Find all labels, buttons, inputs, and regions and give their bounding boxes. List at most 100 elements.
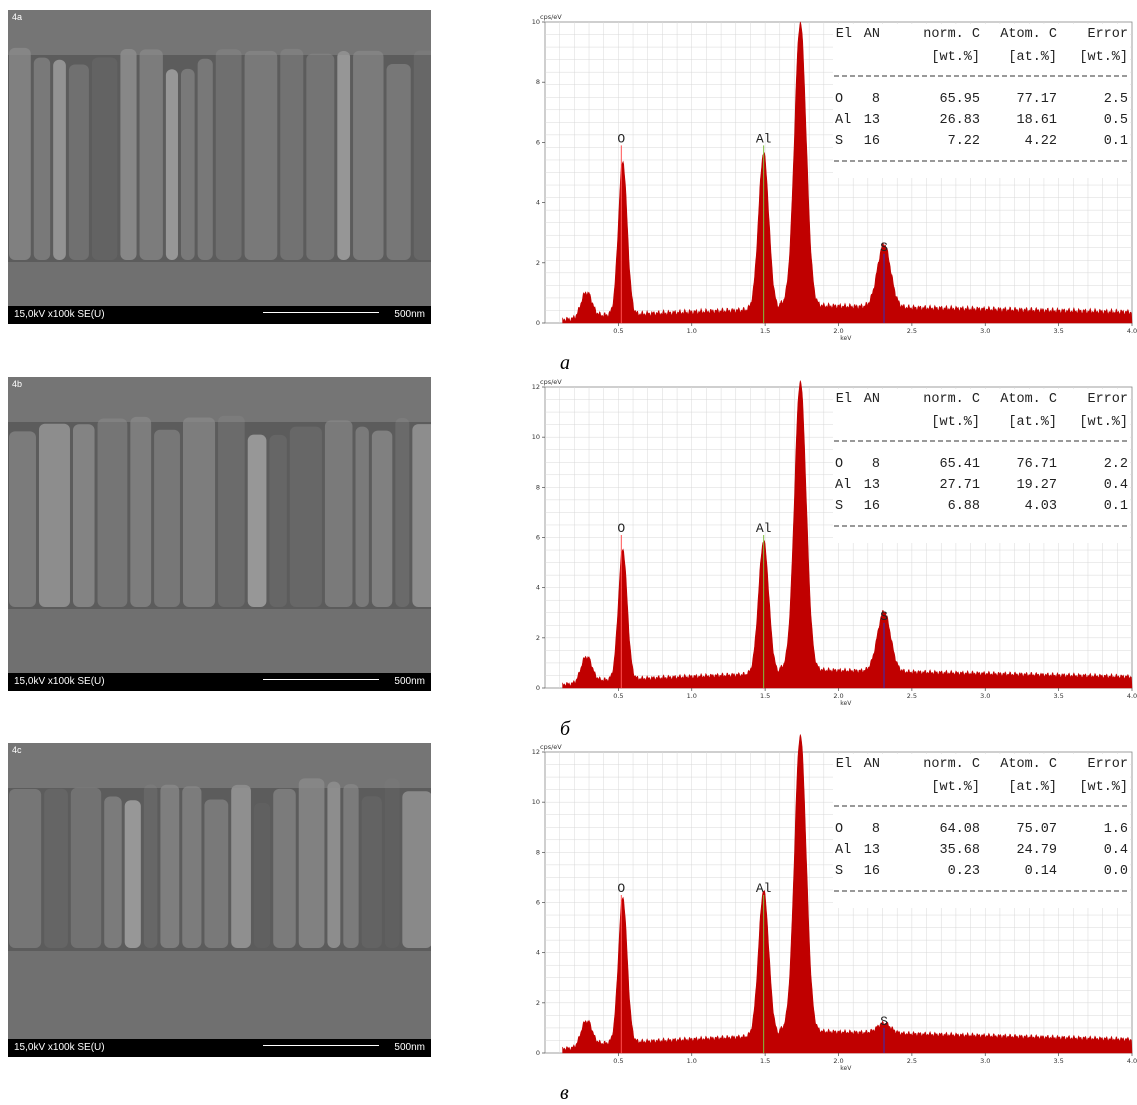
table-cell: 0.5 [1104,113,1128,128]
table-cell: 35.68 [939,843,980,858]
sem-texture [8,743,431,1039]
table-background [833,754,1130,908]
table-header-cell: Error [1087,757,1128,772]
sem-pore-column [253,802,271,948]
table-cell: S [835,499,843,514]
y-axis-label: cps/eV [540,743,562,751]
sem-pore-column [244,50,278,261]
x-tick-label: 3.0 [980,1057,990,1065]
y-tick-label: 12 [532,748,540,756]
eds-spectrum-b: O Al S 0.5 1.0 1.5 2.0 2.5 3.0 3.5 4.0 0 2 4 6 8 10 12 cps… [520,375,1137,720]
table-cell: 8 [872,92,880,107]
y-tick-label: 12 [532,383,540,391]
spectrum-area [562,380,1133,689]
table-header-cell: El [836,392,852,407]
table-cell: Al [835,843,851,858]
sem-tag: 4c [12,745,22,755]
sem-pore-column [384,778,400,948]
table-cell: 0.0 [1104,864,1128,879]
sem-top-layer [8,377,431,422]
table-cell: 0.4 [1104,843,1128,858]
sem-pore-column [38,423,70,607]
sem-pore-column [298,778,325,948]
sem-pore-column [306,53,335,261]
y-tick-label: 6 [536,899,540,907]
sem-columns [8,743,431,1039]
sem-pore-column [9,431,36,607]
element-marker-label: Al [756,521,772,536]
y-tick-label: 2 [536,999,540,1007]
sem-pore-column [182,417,216,607]
sem-info-bar: 15,0kV x100k SE(U) 500nm [8,306,431,324]
element-marker-label: O [617,131,625,146]
x-tick-label: 3.5 [1053,692,1063,700]
sem-pore-column [72,424,95,607]
table-header-cell: [at.%] [1008,50,1057,65]
table-cell: 13 [864,478,880,493]
sem-pore-column [395,418,410,607]
y-axis-label: cps/eV [540,378,562,386]
x-tick-label: 2.5 [907,692,917,700]
table-cell: 77.17 [1016,92,1057,107]
sem-pore-column [165,69,178,260]
table-cell: 24.79 [1016,843,1057,858]
sem-pore-column [124,800,141,948]
sem-substrate [8,609,431,673]
table-cell: 2.5 [1104,92,1128,107]
table-cell: 0.14 [1025,864,1057,879]
table-cell: S [835,864,843,879]
sem-pore-column [143,784,158,948]
sem-pore-column [197,58,213,260]
y-tick-label: 8 [536,483,540,491]
element-marker-label: O [617,881,625,896]
table-cell: 6.88 [948,499,980,514]
sem-columns [8,10,431,306]
table-cell: 16 [864,134,880,149]
table-header-cell: [wt.%] [1079,780,1128,795]
sem-pore-column [361,796,382,948]
sem-image-b: 4b 15,0kV x100k SE(U) 500nm [8,377,431,691]
x-tick-label: 1.5 [760,1057,770,1065]
sem-pore-column [53,59,66,261]
sem-pore-column [353,50,384,260]
table-cell: O [835,457,843,472]
x-tick-label: 2.0 [833,1057,843,1065]
scale-bar [263,674,379,680]
sem-pore-column [9,788,42,948]
table-cell: 8 [872,822,880,837]
table-cell: Al [835,113,851,128]
sem-pore-column [355,426,369,607]
y-tick-label: 10 [532,433,540,441]
table-cell: O [835,92,843,107]
sem-pore-column [97,418,128,607]
scale-label: 500nm [394,309,425,320]
table-cell: 0.1 [1104,134,1128,149]
sem-info-bar: 15,0kV x100k SE(U) 500nm [8,673,431,691]
sem-substrate [8,262,431,306]
eds-spectrum-a: O Al S 0.5 1.0 1.5 2.0 2.5 3.0 3.5 4.0 0 2 4 6 8 10 cps/e… [520,10,1137,355]
x-axis-label: keV [840,335,852,342]
sem-pore-column [386,63,411,261]
sem-pore-column [413,50,431,260]
caption-a: a [560,352,570,374]
sem-pore-column [231,784,251,948]
x-tick-label: 2.5 [907,1057,917,1065]
sem-pore-column [154,429,180,607]
sem-pore-column [327,781,341,948]
spectrum-area [562,21,1133,324]
table-header-cell: AN [864,392,880,407]
table-cell: 65.95 [939,92,980,107]
x-tick-label: 1.5 [760,692,770,700]
sem-pore-column [337,50,351,261]
sem-image-a: 4a 15,0kV x100k SE(U) 500nm [8,10,431,324]
table-cell: 19.27 [1016,478,1057,493]
x-tick-label: 3.0 [980,692,990,700]
y-tick-label: 0 [536,684,540,692]
x-tick-label: 1.0 [687,1057,697,1065]
table-cell: 0.1 [1104,499,1128,514]
y-tick-label: 10 [532,798,540,806]
x-tick-label: 1.5 [760,327,770,335]
x-tick-label: 2.0 [833,327,843,335]
table-header-cell: [wt.%] [1079,415,1128,430]
x-tick-label: 0.5 [613,692,623,700]
